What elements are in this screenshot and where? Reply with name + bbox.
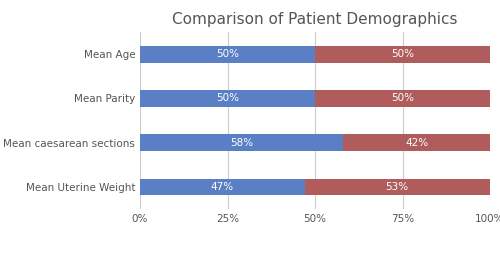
Bar [140, 134, 343, 151]
Text: 50%: 50% [391, 49, 414, 59]
Text: 50%: 50% [391, 94, 414, 103]
Text: 50%: 50% [216, 94, 239, 103]
Text: 50%: 50% [216, 49, 239, 59]
Bar [304, 178, 490, 195]
Bar [343, 134, 490, 151]
Text: 42%: 42% [405, 138, 428, 148]
Bar [315, 46, 490, 63]
Title: Comparison of Patient Demographics: Comparison of Patient Demographics [172, 12, 458, 27]
Text: 47%: 47% [210, 182, 234, 192]
Text: 58%: 58% [230, 138, 253, 148]
Text: 53%: 53% [386, 182, 409, 192]
Bar [140, 178, 304, 195]
Bar [140, 46, 315, 63]
Bar [315, 90, 490, 107]
Bar [140, 90, 315, 107]
